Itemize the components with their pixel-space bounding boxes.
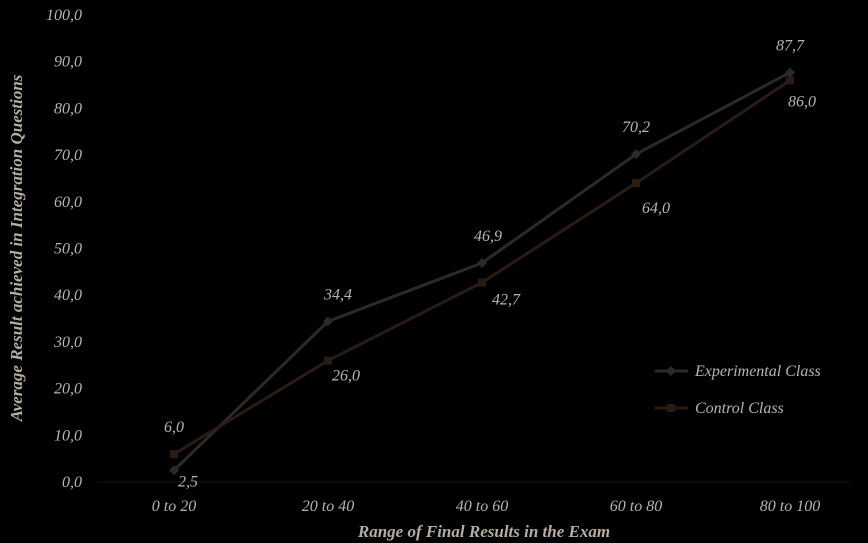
- data-point: [632, 179, 640, 188]
- labels-layer: 2,5 34,4 46,9 70,2 87,7 6,0 26,0 42,7 64,0 86,0: [164, 37, 816, 490]
- x-tick-label: 0 to 20: [152, 498, 196, 515]
- data-point: [324, 356, 332, 365]
- x-tick-label: 80 to 100: [760, 498, 820, 515]
- y-tick-label: 90,0: [54, 54, 82, 71]
- data-point: [323, 316, 333, 327]
- data-label: 86,0: [788, 93, 816, 110]
- y-tick-label: 20,0: [54, 381, 82, 398]
- data-label: 64,0: [642, 200, 670, 217]
- data-label: 2,5: [178, 473, 198, 490]
- x-tick-label: 20 to 40: [302, 498, 354, 515]
- y-tick-label: 50,0: [54, 241, 82, 258]
- axes: 0,0 10,0 20,0 30,0 40,0 50,0 60,0 70,0 80,0 90,0 1…: [46, 7, 850, 515]
- data-label: 70,2: [622, 119, 650, 136]
- legend: Experimental Class Control Class: [655, 363, 821, 417]
- legend-label: Experimental Class: [694, 363, 821, 380]
- data-label: 42,7: [492, 292, 521, 309]
- data-label: 46,9: [474, 228, 502, 245]
- y-tick-label: 60,0: [54, 194, 82, 211]
- y-tick-label: 0,0: [62, 474, 82, 491]
- data-point: [169, 465, 179, 476]
- y-tick-label: 80,0: [54, 100, 82, 117]
- y-tick-label: 30,0: [53, 334, 82, 351]
- data-label: 34,4: [323, 286, 352, 303]
- data-label: 87,7: [776, 37, 805, 54]
- data-point: [170, 449, 178, 458]
- legend-label: Control Class: [695, 400, 784, 417]
- y-axis-title: Average Result achieved in Integration Q…: [7, 74, 26, 422]
- legend-marker: [666, 366, 676, 376]
- y-tick-label: 40,0: [54, 287, 82, 304]
- data-point: [477, 257, 487, 268]
- series-layer: [169, 67, 795, 476]
- x-tick-label: 40 to 60: [456, 498, 508, 515]
- y-tick-label: 70,0: [54, 147, 82, 164]
- x-axis-title: Range of Final Results in the Exam: [357, 522, 610, 541]
- y-tick-label: 100,0: [46, 7, 82, 24]
- data-label: 6,0: [164, 419, 184, 436]
- x-tick-label: 60 to 80: [610, 498, 662, 515]
- y-tick-label: 10,0: [54, 427, 82, 444]
- data-point: [631, 149, 641, 160]
- data-point: [478, 278, 486, 287]
- data-point: [786, 76, 794, 85]
- data-label: 26,0: [332, 368, 360, 385]
- data-point: [785, 67, 795, 78]
- legend-marker: [667, 404, 675, 412]
